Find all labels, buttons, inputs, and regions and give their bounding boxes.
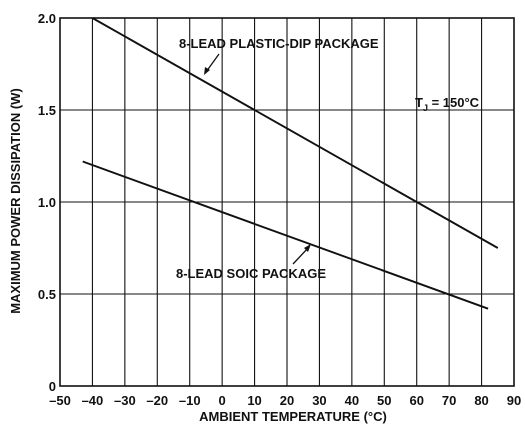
series-lines [82,17,499,310]
x-tick-label: –10 [179,393,201,408]
x-tick-label: –50 [49,393,71,408]
series-line-soic [82,160,489,310]
grid-lines [60,18,514,386]
x-tick-label: –40 [82,393,104,408]
series-label-soic: 8-LEAD SOIC PACKAGE [176,266,326,281]
plastic-dip-arrowhead [204,67,210,75]
y-tick-label: 2.0 [38,11,56,26]
y-tick-label: 0 [49,379,56,394]
x-tick-label: –30 [114,393,136,408]
junction-temp-label: TJ = 150°C [415,95,480,113]
y-tick-label: 1.5 [38,103,56,118]
x-tick-label: 10 [247,393,261,408]
x-axis-title: AMBIENT TEMPERATURE (°C) [199,409,387,424]
x-tick-label: –20 [146,393,168,408]
soic-arrowhead [304,244,311,252]
x-tick-label: 80 [474,393,488,408]
x-tick-label: 40 [345,393,359,408]
x-tick-label: 70 [442,393,456,408]
series-label-plastic-dip: 8-LEAD PLASTIC-DIP PACKAGE [179,36,379,51]
y-tick-label: 0.5 [38,287,56,302]
x-tick-label: 50 [377,393,391,408]
y-tick-label: 1.0 [38,195,56,210]
x-tick-label: 30 [312,393,326,408]
x-tick-labels: –50 –40 –30 –20 –10 0 10 20 30 40 50 60 70 80 90 [49,393,521,408]
x-tick-label: 90 [507,393,521,408]
x-tick-label: 60 [409,393,423,408]
y-axis-title: MAXIMUM POWER DISSIPATION (W) [8,88,23,314]
series-line-plastic-dip [91,17,499,249]
plot-frame [59,17,515,387]
junction-temp-T: T [415,95,423,110]
x-tick-label: 20 [280,393,294,408]
junction-temp-subscript: J [423,103,428,113]
junction-temp-value: = 150°C [428,95,480,110]
y-tick-labels: 0 0.5 1.0 1.5 2.0 [38,11,56,394]
x-tick-label: 0 [219,393,226,408]
